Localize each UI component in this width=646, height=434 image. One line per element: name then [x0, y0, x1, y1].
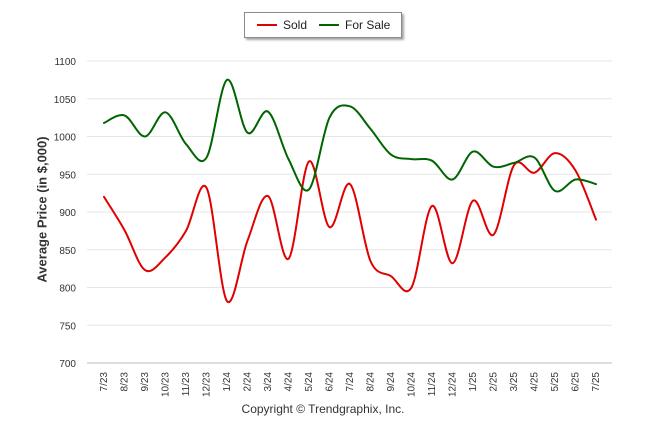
x-tick-label: 8/23: [120, 372, 131, 392]
x-tick-label: 9/23: [140, 372, 151, 392]
data-point-for-sale[interactable]: [573, 177, 579, 183]
x-tick-label: 9/24: [386, 372, 397, 392]
copyright-text: Copyright © Trendgraphix, Inc.: [241, 402, 405, 416]
data-point-sold[interactable]: [470, 198, 476, 204]
data-point-sold[interactable]: [245, 238, 251, 244]
data-point-sold[interactable]: [306, 158, 312, 164]
data-point-for-sale[interactable]: [552, 188, 558, 194]
data-point-sold[interactable]: [388, 273, 394, 279]
data-point-sold[interactable]: [491, 232, 497, 238]
data-point-sold[interactable]: [593, 217, 599, 223]
x-tick-label: 5/25: [550, 372, 561, 392]
data-point-sold[interactable]: [204, 185, 210, 191]
x-tick-label: 6/24: [325, 372, 336, 392]
data-point-for-sale[interactable]: [450, 177, 456, 183]
x-tick-labels: 7/23 8/23 9/23 10/23 11/23 12/23 1/24 2/24 3/24 4…: [99, 372, 602, 397]
x-tick-label: 11/24: [427, 372, 438, 397]
data-point-sold[interactable]: [532, 170, 538, 176]
data-point-for-sale[interactable]: [368, 126, 374, 132]
data-point-sold[interactable]: [347, 181, 353, 187]
y-axis-label: Average Price (in $,000): [34, 136, 50, 283]
data-point-sold[interactable]: [286, 256, 292, 262]
chart-gridlines: [87, 60, 612, 326]
data-point-for-sale[interactable]: [511, 160, 517, 166]
data-point-for-sale[interactable]: [409, 156, 415, 162]
chart-series: [101, 77, 599, 304]
y-tick-label: 850: [59, 246, 76, 257]
x-tick-label: 12/24: [448, 372, 459, 397]
data-point-sold[interactable]: [183, 228, 189, 234]
x-tick-label: 1/25: [468, 372, 479, 392]
y-tick-label: 950: [59, 170, 76, 181]
data-point-sold[interactable]: [368, 258, 374, 264]
data-point-sold[interactable]: [429, 203, 435, 209]
data-point-for-sale[interactable]: [142, 134, 148, 140]
x-tick-label: 7/25: [591, 372, 602, 392]
legend-item-for-sale[interactable]: For Sale: [319, 18, 390, 32]
y-tick-label: 900: [59, 208, 76, 219]
x-tick-label: 1/24: [222, 372, 233, 392]
y-tick-label: 1050: [54, 95, 77, 106]
legend-item-sold[interactable]: Sold: [257, 18, 307, 32]
data-point-for-sale[interactable]: [429, 158, 435, 164]
data-point-sold[interactable]: [327, 224, 333, 230]
data-point-sold[interactable]: [552, 150, 558, 156]
data-point-for-sale[interactable]: [265, 109, 271, 115]
legend-swatch-for-sale: [319, 24, 339, 26]
x-tick-label: 4/24: [284, 372, 295, 392]
data-point-for-sale[interactable]: [163, 109, 169, 115]
x-tick-label: 2/24: [243, 372, 254, 392]
x-tick-label: 7/24: [345, 372, 356, 392]
data-point-sold[interactable]: [573, 167, 579, 173]
data-point-sold[interactable]: [122, 227, 128, 233]
x-tick-label: 2/25: [489, 372, 500, 392]
x-tick-label: 4/25: [530, 372, 541, 392]
data-point-for-sale[interactable]: [388, 152, 394, 158]
data-point-for-sale[interactable]: [491, 164, 497, 170]
x-tick-label: 6/25: [571, 372, 582, 392]
data-point-sold[interactable]: [224, 298, 230, 304]
data-point-for-sale[interactable]: [101, 120, 107, 126]
x-tick-label: 7/23: [99, 372, 110, 392]
data-point-for-sale[interactable]: [470, 149, 476, 155]
series-line-sold: [103, 152, 597, 304]
y-tick-label: 1000: [54, 133, 77, 144]
data-point-for-sale[interactable]: [347, 103, 353, 109]
y-tick-label: 750: [59, 321, 76, 332]
data-point-for-sale[interactable]: [204, 155, 210, 161]
data-point-sold[interactable]: [409, 285, 415, 291]
x-tick-label: 8/24: [366, 372, 377, 392]
data-point-sold[interactable]: [142, 267, 148, 273]
data-point-for-sale[interactable]: [224, 77, 230, 83]
y-tick-label: 700: [59, 359, 76, 370]
x-tick-label: 3/24: [263, 372, 274, 392]
y-tick-labels: 700 750 800 850 900 950 1000 1050 1100: [54, 57, 77, 370]
x-tick-label: 12/23: [202, 372, 213, 397]
x-tick-label: 10/24: [407, 372, 418, 397]
x-tick-label: 11/23: [181, 372, 192, 397]
data-point-sold[interactable]: [163, 254, 169, 260]
data-point-sold[interactable]: [450, 260, 456, 266]
data-point-sold[interactable]: [101, 194, 107, 200]
data-point-for-sale[interactable]: [306, 186, 312, 192]
y-tick-label: 1100: [54, 57, 76, 68]
data-point-sold[interactable]: [265, 193, 271, 199]
data-point-for-sale[interactable]: [245, 130, 251, 136]
legend-swatch-sold: [257, 24, 277, 26]
chart-legend: Sold For Sale: [244, 12, 402, 38]
x-tick-label: 5/24: [304, 372, 315, 392]
data-point-for-sale[interactable]: [286, 156, 292, 162]
y-tick-label: 800: [59, 284, 76, 295]
series-line-for-sale: [103, 78, 597, 193]
x-tick-label: 3/25: [509, 372, 520, 392]
data-point-for-sale[interactable]: [183, 141, 189, 147]
data-point-for-sale[interactable]: [532, 155, 538, 161]
x-tick-label: 10/23: [161, 372, 172, 397]
legend-label-sold: Sold: [283, 18, 308, 32]
data-point-for-sale[interactable]: [593, 181, 599, 187]
legend-label-for-sale: For Sale: [345, 18, 391, 32]
data-point-for-sale[interactable]: [122, 112, 128, 118]
data-point-for-sale[interactable]: [327, 115, 333, 121]
